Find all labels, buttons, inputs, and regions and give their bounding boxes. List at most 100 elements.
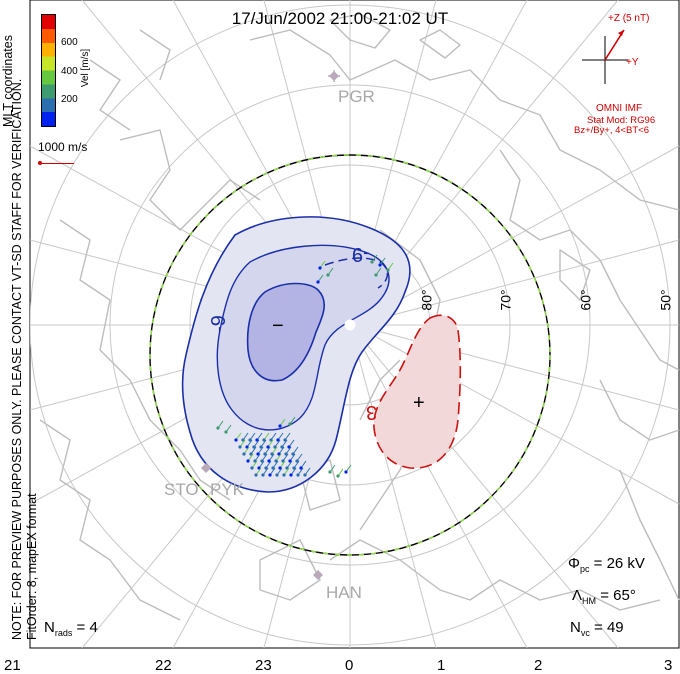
plot-title: 17/Jun/2002 21:00-21:02 UT (231, 9, 449, 28)
velocity-vector-origin (234, 438, 238, 442)
velocity-vector-origin (273, 445, 277, 449)
hm-boundary-dash (149, 154, 551, 556)
velocity-vector-origin (242, 452, 246, 456)
velocity-vector-origin (256, 452, 260, 456)
phi-pc-symbol: Φ (568, 555, 580, 572)
station-label-pgr: PGR (338, 87, 375, 106)
station-label-pyk: PYK (210, 480, 245, 499)
velocity-vector-origin (262, 438, 266, 442)
velocity-vector-origin (374, 273, 378, 277)
n-rads-symbol: N (44, 619, 55, 636)
station-label-han: HAN (326, 583, 362, 602)
pole-marker (344, 319, 356, 331)
latitude-label-70: 70° (497, 289, 514, 311)
positive-potential-contour (373, 314, 462, 469)
mlt-tick-21: 21 (4, 657, 21, 674)
velocity-vector-origin (253, 459, 257, 463)
velocity-colorbar-label: Vel [m/s] (80, 48, 91, 88)
velocity-vector-origin (344, 470, 348, 474)
velocity-vector-origin (378, 263, 382, 267)
velocity-vector-origin (268, 473, 272, 477)
reference-vector-dot (38, 161, 42, 165)
negative-potential-inner (246, 282, 326, 382)
velocity-vector-origin (284, 452, 288, 456)
velocity-colorbar (41, 14, 56, 127)
latitude-label-80: 80° (418, 289, 435, 311)
velocity-vector-origin (386, 268, 390, 272)
velocity-vector-origin (299, 466, 303, 470)
velocity-vector-origin (249, 452, 253, 456)
velocity-vector-origin (278, 424, 282, 428)
velocity-vector-origin (328, 470, 332, 474)
velocity-vector-origin (303, 473, 307, 477)
velocity-vector-origin (288, 422, 292, 426)
velocity-vector-origin (246, 459, 250, 463)
velocity-vector-origin (278, 466, 282, 470)
velocity-vector-origin (267, 459, 271, 463)
lambda-hm-subscript: HM (582, 596, 597, 606)
velocity-vector-origin (291, 452, 295, 456)
negative-contour-label: -9 (207, 315, 230, 333)
n-vc-stat: Nvc = 49 (570, 620, 624, 638)
mlt-tick-1: 1 (437, 657, 446, 674)
lambda-hm-symbol: Λ (572, 587, 583, 604)
velocity-vector-origin (252, 445, 256, 449)
velocity-vector-origin (336, 474, 340, 478)
velocity-vector-origin (257, 466, 261, 470)
velocity-vectors (216, 254, 394, 478)
latitude-label-50: 50° (657, 289, 674, 311)
station-label-sto: STO (164, 480, 199, 499)
stat-model-label: Stat Mod: RG96 (587, 115, 656, 126)
mlt-tick-23: 23 (255, 657, 272, 674)
velocity-vector-origin (259, 445, 263, 449)
velocity-vector-origin (254, 473, 258, 477)
colorbar-tick-400: 400 (61, 66, 78, 77)
mlt-tick-3: 3 (664, 657, 673, 674)
velocity-vector-origin (250, 466, 254, 470)
velocity-vector-origin (280, 445, 284, 449)
velocity-vector-origin (292, 466, 296, 470)
velocity-vector-origin (276, 438, 280, 442)
velocity-vector-origin (248, 438, 252, 442)
n-vc-value: = 49 (594, 619, 624, 636)
imf-clock-dial (582, 29, 628, 84)
n-rads-value: = 4 (76, 619, 98, 636)
velocity-vector-origin (271, 466, 275, 470)
imf-y-label: +Y (626, 57, 639, 68)
phi-pc-stat: Φpc = 26 kV (568, 556, 645, 574)
station-markers (201, 70, 340, 580)
mlt-tick-0: 0 (345, 657, 354, 674)
velocity-vector-origin (245, 445, 249, 449)
velocity-vector-origin (287, 445, 291, 449)
velocity-vector-origin (269, 438, 273, 442)
imf-z-label: +Z (5 nT) (608, 13, 650, 24)
velocity-vector-origin (282, 473, 286, 477)
velocity-vector-origin (318, 266, 322, 270)
velocity-vector-origin (270, 452, 274, 456)
n-rads-stat: Nrads = 4 (44, 620, 98, 638)
velocity-vector-origin (260, 459, 264, 463)
colorbar-tick-600: 600 (61, 37, 78, 48)
velocity-vector-origin (281, 459, 285, 463)
coastlines (39, 13, 680, 621)
mlt-tick-2: 2 (534, 657, 543, 674)
velocity-vector-origin (288, 459, 292, 463)
velocity-vector-origin (285, 466, 289, 470)
velocity-vector-origin (296, 473, 300, 477)
n-rads-subscript: rads (54, 628, 73, 638)
positive-contour-label: 3 (366, 401, 378, 423)
velocity-vector-origin (255, 438, 259, 442)
lambda-hm-value: = 65° (600, 587, 636, 604)
velocity-vector-origin (216, 426, 220, 430)
velocity-vector-origin (275, 473, 279, 477)
velocity-vector-origin (266, 445, 270, 449)
velocity-vector-origin (264, 466, 268, 470)
latitude-label-60: 60° (577, 289, 594, 311)
n-vc-symbol: N (570, 619, 581, 636)
velocity-vector-origin (261, 473, 265, 477)
velocity-vector-origin (241, 438, 245, 442)
imf-source-label: OMNI IMF (596, 103, 643, 114)
phi-pc-subscript: pc (579, 564, 590, 574)
velocity-vector-origin (316, 280, 320, 284)
